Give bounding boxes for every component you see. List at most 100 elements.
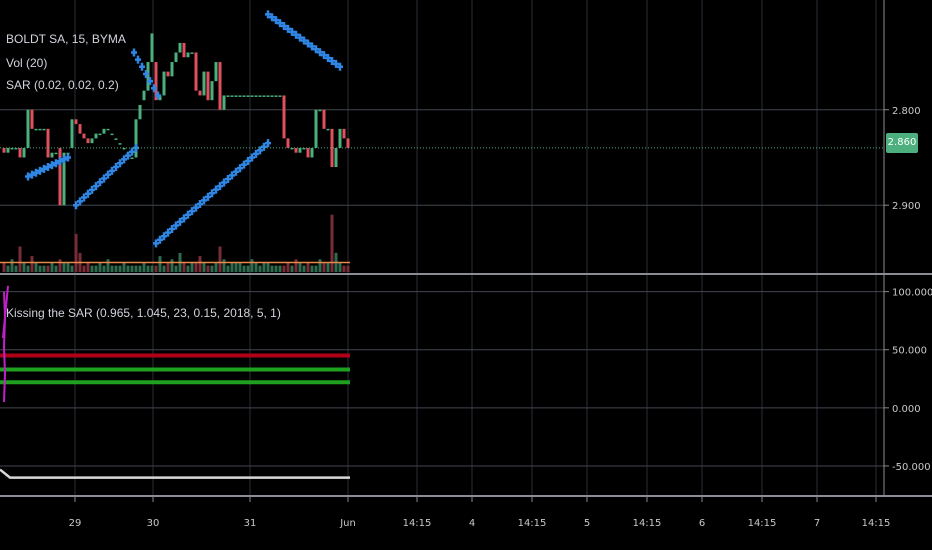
sar-point	[33, 168, 39, 177]
candle	[42, 128, 46, 131]
volume-bar	[150, 265, 154, 272]
volume-bar	[298, 262, 302, 272]
sar-point	[57, 157, 63, 166]
candle	[302, 147, 306, 150]
candle	[310, 147, 314, 158]
sar-point	[289, 27, 295, 36]
candle	[282, 95, 286, 139]
candle	[246, 95, 250, 97]
sar-point	[333, 59, 339, 68]
sar-point	[181, 214, 187, 223]
candle	[274, 95, 278, 97]
time-tick-label: 4	[469, 518, 475, 529]
candle	[174, 52, 178, 63]
axes: 2.900 2.800 100.000 50.000 0.000 -50.000 29 30 3…	[0, 0, 932, 529]
candle	[110, 133, 114, 136]
volume-bar	[314, 265, 318, 272]
volume-bar	[330, 214, 334, 272]
candle	[306, 147, 310, 158]
candle	[186, 52, 190, 58]
candle	[322, 109, 326, 129]
candle	[254, 95, 258, 97]
volume-bar	[338, 262, 342, 272]
legend-volume[interactable]: Vol (20)	[6, 56, 48, 70]
parabolic-sar	[25, 10, 343, 248]
candle	[6, 147, 10, 153]
volume-bar	[54, 265, 58, 272]
candle	[334, 147, 338, 168]
time-tick-label: 29	[69, 518, 82, 529]
signal-line	[2, 291, 7, 403]
volume-bar	[270, 265, 274, 272]
volume-bar	[286, 262, 290, 272]
candle	[258, 95, 262, 97]
time-tick-label: 14:15	[748, 518, 777, 529]
candle	[166, 71, 170, 77]
volume-bar	[210, 265, 214, 272]
candle	[74, 119, 78, 125]
time-tick-label: 30	[147, 518, 160, 529]
volume-bar	[326, 262, 330, 272]
sar-point	[213, 185, 219, 194]
sar-point	[325, 54, 331, 63]
sar-point	[293, 30, 299, 39]
candle	[230, 95, 234, 97]
candle	[342, 128, 346, 139]
volume-bar	[278, 265, 282, 272]
signal-spike	[2, 285, 9, 339]
candle	[94, 133, 98, 139]
volume-bar	[182, 262, 186, 272]
candle	[206, 71, 210, 101]
sar-point	[85, 189, 91, 198]
volume-bar	[6, 265, 10, 272]
sar-point	[117, 159, 123, 168]
time-tick-label: 31	[244, 518, 257, 529]
volume-bar	[214, 262, 218, 272]
volume-bar	[166, 262, 170, 272]
sar-point	[197, 200, 203, 208]
legend-symbol[interactable]: BOLDT SA, 15, BYMA	[6, 32, 126, 46]
candle	[226, 95, 230, 97]
sar-point	[125, 151, 131, 160]
candle	[278, 95, 282, 97]
volume-bar	[146, 265, 150, 272]
volume-bar	[82, 265, 86, 272]
sar-point	[61, 155, 67, 164]
sar-point	[245, 157, 251, 166]
sar-point	[121, 155, 127, 164]
sar-point	[169, 225, 175, 234]
volume-bar	[26, 265, 30, 272]
legend-indicator[interactable]: Kissing the SAR (0.965, 1.045, 23, 0.15,…	[6, 306, 281, 320]
sar-point	[139, 62, 145, 71]
volume-bar	[346, 265, 350, 272]
volume-bar	[258, 265, 262, 272]
volume-bar	[58, 259, 62, 272]
sar-point	[97, 178, 103, 187]
volume-bar	[10, 259, 14, 272]
volume-bar	[22, 262, 26, 272]
volume-bar	[106, 259, 110, 272]
sar-point	[101, 174, 107, 183]
sar-point	[269, 13, 275, 22]
price-tick-label: 2.900	[892, 201, 921, 212]
candle	[130, 157, 134, 159]
volume-bar	[226, 265, 230, 272]
sar-point	[225, 174, 231, 183]
candle	[22, 147, 26, 158]
candle	[338, 128, 342, 148]
candle	[330, 128, 334, 168]
sar-point	[143, 69, 149, 78]
candle	[58, 147, 62, 206]
volume-bar	[250, 259, 254, 272]
volume-bar	[94, 265, 98, 272]
equity-line	[0, 468, 350, 479]
candle	[210, 81, 214, 101]
volume-bar	[18, 246, 22, 272]
volume-bar	[290, 265, 294, 272]
candle	[222, 95, 226, 110]
sar-point	[165, 228, 171, 237]
legend-sar[interactable]: SAR (0.02, 0.02, 0.2)	[6, 78, 119, 92]
volume-bar	[38, 265, 42, 272]
volume-bar	[230, 262, 234, 272]
